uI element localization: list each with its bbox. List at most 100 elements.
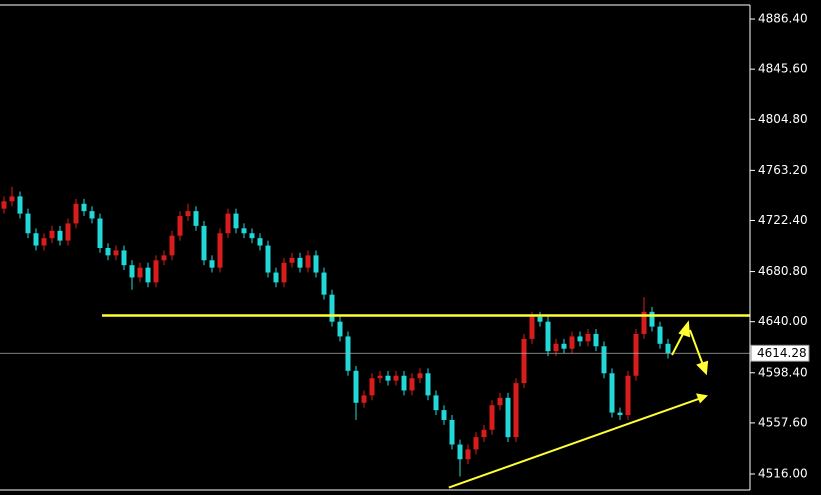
- candle-body: [377, 375, 383, 379]
- candle-body: [665, 343, 671, 354]
- candle-body: [113, 250, 119, 256]
- candle-body: [521, 338, 527, 384]
- candle-body: [313, 255, 319, 273]
- candle-body: [481, 429, 487, 438]
- candle-body: [273, 272, 279, 283]
- candle-body: [305, 255, 311, 268]
- candle-body: [649, 311, 655, 327]
- candle-body: [553, 343, 559, 352]
- candle-body: [185, 211, 191, 217]
- candle-body: [161, 255, 167, 261]
- candle-body: [601, 346, 607, 374]
- candle-body: [545, 321, 551, 352]
- candle-body: [25, 213, 31, 234]
- candle-body: [105, 247, 111, 256]
- candle-body: [9, 196, 15, 202]
- candle-body: [225, 213, 231, 234]
- candle-body: [641, 311, 647, 334]
- candle-body: [89, 211, 95, 219]
- candle-body: [409, 378, 415, 391]
- candle-body: [441, 410, 447, 420]
- candle-body: [537, 316, 543, 322]
- candle-body: [57, 230, 63, 241]
- candle-body: [337, 321, 343, 337]
- candle-body: [457, 444, 463, 460]
- candle-body: [425, 373, 431, 396]
- candle-body: [401, 375, 407, 391]
- candle-body: [177, 216, 183, 236]
- candle-body: [497, 397, 503, 406]
- candle-body: [393, 375, 399, 381]
- y-tick-label: 4722.40: [758, 213, 808, 227]
- arrow-head: [696, 360, 709, 376]
- candle-body: [513, 383, 519, 438]
- candle-body: [217, 233, 223, 268]
- y-tick-label: 4845.60: [758, 62, 808, 76]
- plot-area: [0, 0, 750, 490]
- candle-body: [241, 228, 247, 234]
- candle-body: [329, 294, 335, 322]
- candle-body: [433, 395, 439, 411]
- candle-body: [137, 267, 143, 278]
- candle-body: [361, 395, 367, 403]
- y-tick-label: 4557.60: [758, 415, 808, 429]
- candle-body: [593, 333, 599, 347]
- candle-body: [505, 397, 511, 438]
- candle-body: [169, 235, 175, 256]
- candle-body: [249, 233, 255, 239]
- candle-body: [569, 336, 575, 349]
- candle-body: [41, 238, 47, 246]
- current-price-box: [750, 344, 810, 362]
- candle-body: [1, 201, 7, 209]
- candle-body: [289, 257, 295, 263]
- y-tick-label: 4886.40: [758, 12, 808, 26]
- current-price-label: 4614.28: [757, 346, 807, 360]
- candle-body: [561, 343, 567, 349]
- candle-body: [257, 238, 263, 246]
- candle-body: [633, 333, 639, 376]
- trend-arrow-head: [696, 393, 708, 404]
- candle-body: [81, 203, 87, 212]
- candle-body: [265, 245, 271, 273]
- candle-body: [625, 375, 631, 416]
- arrow-head: [678, 320, 691, 338]
- candle-body: [473, 437, 479, 450]
- candle-body: [17, 196, 23, 214]
- candle-body: [209, 260, 215, 268]
- candle-body: [417, 373, 423, 379]
- support-trend-line: [448, 397, 701, 489]
- candle-body: [609, 373, 615, 413]
- candle-body: [33, 233, 39, 246]
- candle-body: [529, 316, 535, 339]
- candle-body: [657, 326, 663, 344]
- candle-body: [73, 203, 79, 224]
- candle-body: [321, 272, 327, 295]
- candle-body: [193, 211, 199, 226]
- candle-body: [617, 412, 623, 416]
- candle-body: [233, 213, 239, 229]
- candle-body: [65, 223, 71, 241]
- candle-body: [49, 230, 55, 239]
- y-tick-label: 4763.20: [758, 163, 808, 177]
- candle-body: [577, 336, 583, 342]
- arrow-down: [689, 329, 704, 366]
- candle-body: [297, 257, 303, 268]
- candle-body: [97, 218, 103, 248]
- y-tick-label: 4516.00: [758, 466, 808, 480]
- y-tick-label: 4680.80: [758, 264, 808, 278]
- candle-body: [353, 370, 359, 403]
- candle-body: [129, 265, 135, 278]
- y-tick-label: 4640.00: [758, 314, 808, 328]
- candle-body: [449, 419, 455, 445]
- candle-body: [153, 260, 159, 283]
- forecast-arrows: [671, 320, 709, 376]
- candle-body: [369, 378, 375, 396]
- candle-body: [281, 262, 287, 283]
- candle-body: [121, 250, 127, 266]
- candle-body: [465, 449, 471, 460]
- candle-body: [385, 375, 391, 381]
- plot-layer: [0, 186, 750, 489]
- candle-body: [201, 225, 207, 261]
